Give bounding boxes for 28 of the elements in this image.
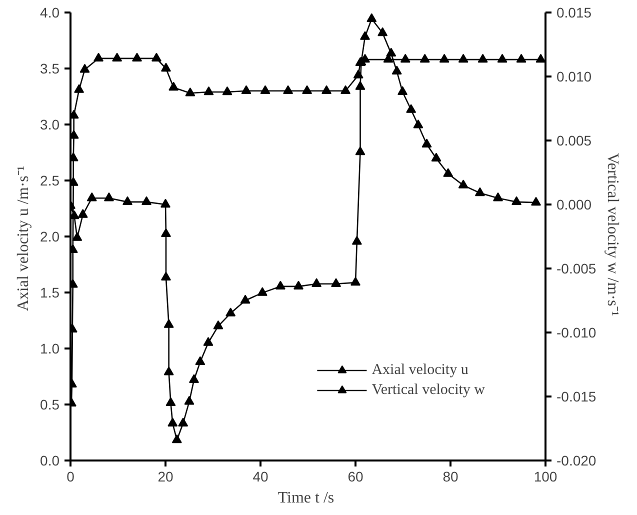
y2-tick-label: -0.015 [556,388,596,404]
y-tick-label: 0.5 [40,396,60,412]
y2-tick-label: 0.005 [556,132,592,148]
y-tick-label: 4.0 [40,4,60,20]
x-tick-label: 20 [158,468,174,484]
y-tick-label: 0.0 [40,452,60,468]
y2-tick-label: -0.020 [556,452,596,468]
y2-tick-label: 0.010 [556,68,592,84]
y2-tick-label: 0.015 [556,4,592,20]
y2-tick-label: 0.000 [556,196,592,212]
legend-label: Vertical velocity w [372,382,485,398]
y2-axis-title: Vertical velocity w /m·s⁻¹ [604,152,622,316]
x-tick-label: 100 [534,468,558,484]
y-axis-title: Axial velocity u /m·s⁻¹ [15,166,32,312]
legend-label: Axial velocity u [372,362,468,378]
x-axis-title: Time t /s [278,490,334,506]
x-tick-label: 60 [348,468,364,484]
y2-tick-label: -0.010 [556,324,596,340]
x-tick-label: 40 [252,468,268,484]
y2-tick-label: -0.005 [556,260,596,276]
x-tick-label: 0 [66,468,75,484]
x-tick-label: 80 [442,468,458,484]
y-tick-label: 3.0 [40,116,60,132]
y-tick-label: 3.5 [40,60,60,76]
y-tick-label: 1.5 [40,284,60,300]
y-tick-label: 1.0 [40,340,60,356]
y-tick-label: 2.5 [40,172,60,188]
y-tick-label: 2.0 [40,228,60,244]
